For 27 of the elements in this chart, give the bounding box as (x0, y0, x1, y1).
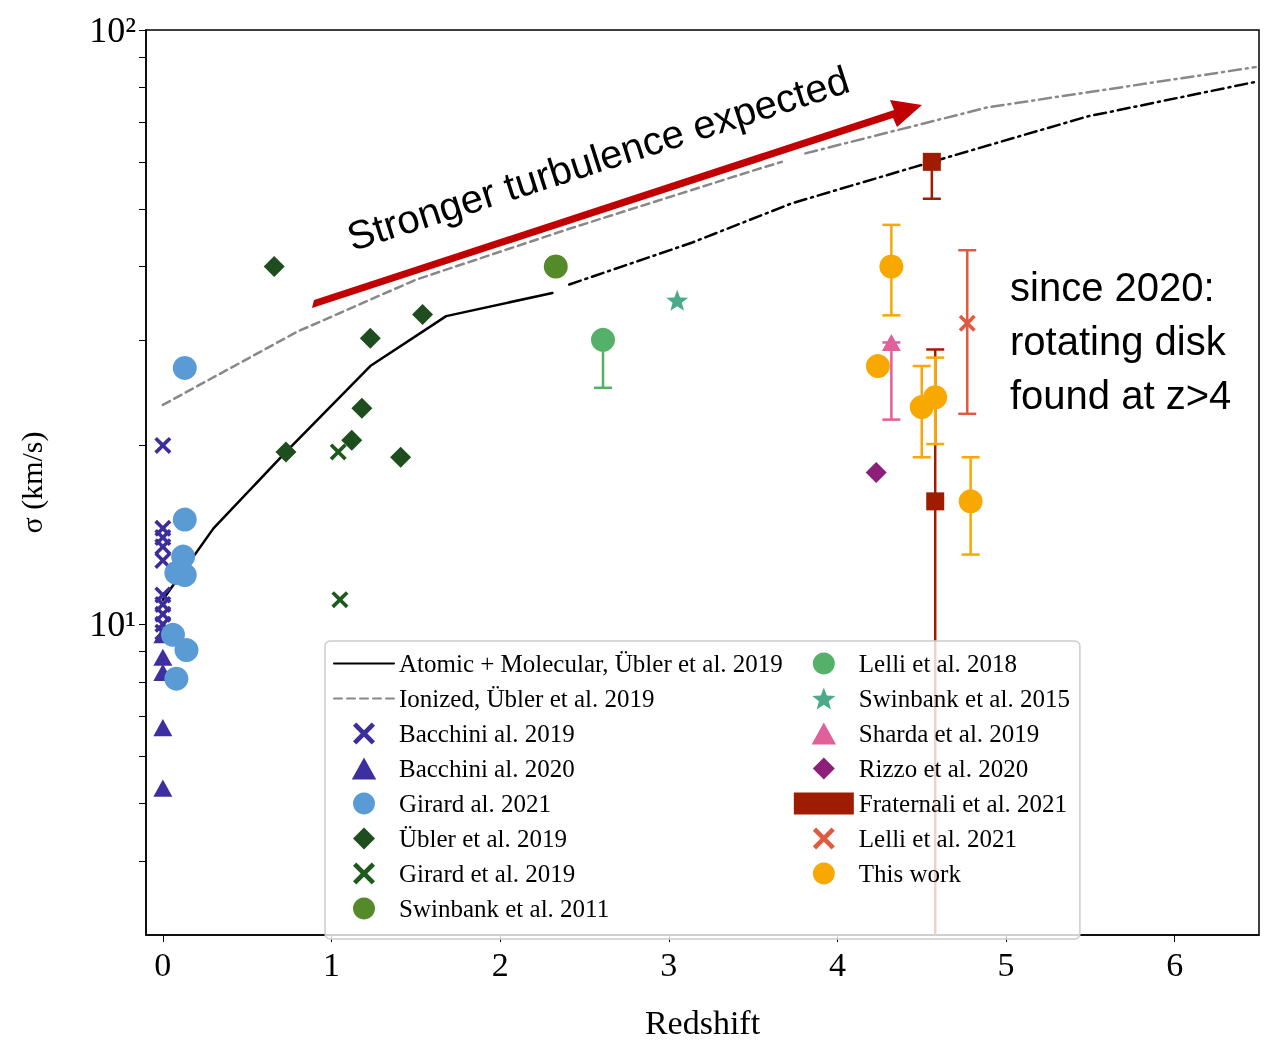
legend-label: Atomic + Molecular, Übler et al. 2019 (399, 650, 783, 677)
legend-label: Swinbank et al. 2015 (858, 685, 1070, 712)
legend-label: This work (858, 860, 962, 887)
legend-label: Girard et al. 2019 (399, 860, 576, 887)
y-axis-title: σ (km/s) (14, 431, 49, 534)
legend-label: Bacchini al. 2019 (399, 720, 575, 747)
x-tick-label: 0 (154, 945, 172, 983)
x-tick-label: 3 (660, 945, 678, 983)
y-tick-label: 10² (89, 10, 136, 50)
legend-label: Lelli et al. 2021 (858, 825, 1018, 852)
x-tick-label: 2 (491, 945, 509, 983)
legend-label: Ionized, Übler et al. 2019 (399, 685, 655, 712)
x-tick-label: 6 (1166, 945, 1184, 983)
legend-label: Bacchini al. 2020 (399, 755, 575, 782)
legend-label: Lelli et al. 2018 (858, 650, 1018, 677)
legend-label: Sharda et al. 2019 (858, 720, 1040, 747)
x-tick-label: 4 (828, 945, 846, 983)
x-tick-label: 1 (323, 945, 340, 983)
x-axis-title: Redshift (644, 1003, 761, 1041)
annotation: since 2020: rotating disk found at z>4 (1010, 265, 1232, 417)
legend-label: Swinbank et al. 2011 (399, 895, 610, 922)
legend-label: Rizzo et al. 2020 (858, 755, 1029, 782)
legend-label: Fraternali et al. 2021 (858, 790, 1068, 817)
legend-label: Girard al. 2021 (399, 790, 552, 817)
x-tick-label: 5 (997, 945, 1015, 983)
y-tick-label: 10¹ (89, 604, 136, 645)
legend-label: Übler et al. 2019 (399, 825, 568, 852)
